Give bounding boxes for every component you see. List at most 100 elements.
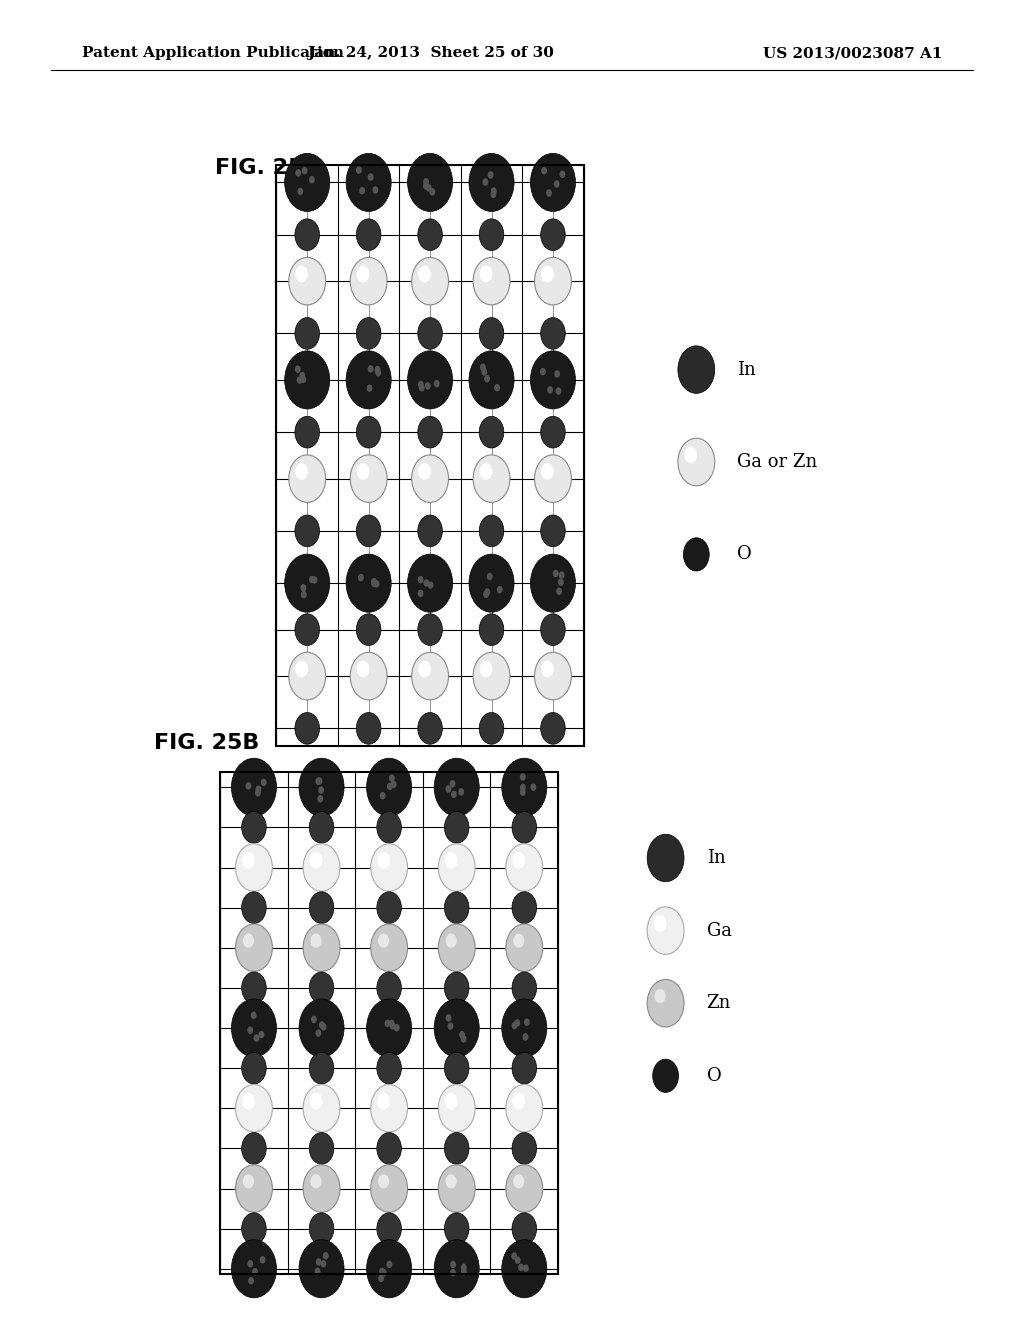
Circle shape	[236, 843, 272, 891]
Circle shape	[512, 812, 537, 843]
Circle shape	[377, 1052, 401, 1084]
Circle shape	[541, 416, 565, 447]
Text: O: O	[737, 545, 752, 564]
Circle shape	[513, 1175, 524, 1188]
Circle shape	[434, 1239, 479, 1298]
Circle shape	[309, 853, 323, 869]
Circle shape	[447, 1023, 454, 1030]
Circle shape	[423, 579, 429, 586]
Circle shape	[502, 1239, 547, 1298]
Circle shape	[541, 265, 554, 282]
Circle shape	[459, 788, 464, 796]
Circle shape	[535, 257, 571, 305]
Text: Zn: Zn	[707, 994, 731, 1012]
Circle shape	[251, 1011, 257, 1019]
Circle shape	[553, 570, 559, 577]
Circle shape	[502, 999, 547, 1057]
Circle shape	[303, 1164, 340, 1212]
Circle shape	[512, 1093, 525, 1109]
Circle shape	[377, 812, 401, 843]
Circle shape	[371, 924, 408, 972]
Circle shape	[484, 589, 490, 595]
Circle shape	[428, 581, 433, 589]
Circle shape	[444, 853, 458, 869]
Circle shape	[444, 1213, 469, 1245]
Circle shape	[297, 376, 302, 384]
Circle shape	[513, 933, 524, 948]
Circle shape	[379, 1267, 385, 1275]
Circle shape	[523, 1265, 528, 1272]
Circle shape	[295, 713, 319, 744]
Circle shape	[512, 1022, 517, 1030]
Circle shape	[309, 1133, 334, 1164]
Circle shape	[310, 933, 322, 948]
Circle shape	[381, 1269, 387, 1276]
Circle shape	[295, 416, 319, 447]
Circle shape	[309, 1052, 334, 1084]
Circle shape	[300, 583, 306, 591]
Circle shape	[248, 1027, 253, 1034]
Circle shape	[242, 853, 255, 869]
Circle shape	[317, 795, 324, 803]
Circle shape	[546, 189, 552, 197]
Circle shape	[445, 1175, 457, 1188]
Circle shape	[541, 713, 565, 744]
Circle shape	[511, 1253, 517, 1259]
Circle shape	[444, 1133, 469, 1164]
Circle shape	[384, 1019, 390, 1027]
Circle shape	[380, 792, 386, 800]
Circle shape	[389, 775, 395, 781]
Circle shape	[479, 614, 504, 645]
Circle shape	[356, 463, 370, 479]
Circle shape	[289, 455, 326, 503]
Circle shape	[375, 368, 381, 376]
Circle shape	[309, 1213, 334, 1245]
Circle shape	[514, 1019, 520, 1027]
Circle shape	[678, 438, 715, 486]
Circle shape	[530, 153, 575, 211]
Circle shape	[295, 515, 319, 546]
Circle shape	[479, 463, 493, 479]
Circle shape	[303, 924, 340, 972]
Circle shape	[438, 1164, 475, 1212]
Circle shape	[295, 169, 301, 177]
Circle shape	[368, 173, 374, 181]
Circle shape	[541, 463, 554, 479]
Circle shape	[315, 777, 322, 785]
Circle shape	[356, 660, 370, 677]
Circle shape	[254, 1035, 259, 1041]
Circle shape	[375, 366, 381, 374]
Circle shape	[542, 166, 547, 174]
Circle shape	[377, 1093, 390, 1109]
Circle shape	[547, 387, 553, 393]
Circle shape	[444, 1052, 469, 1084]
Circle shape	[289, 652, 326, 700]
Circle shape	[300, 376, 306, 383]
Circle shape	[479, 660, 493, 677]
Circle shape	[554, 181, 560, 187]
Circle shape	[297, 187, 303, 195]
Circle shape	[473, 652, 510, 700]
Circle shape	[479, 265, 493, 282]
Circle shape	[678, 346, 715, 393]
Circle shape	[429, 187, 435, 195]
Circle shape	[520, 788, 525, 796]
Circle shape	[506, 843, 543, 891]
Circle shape	[445, 1014, 452, 1022]
Circle shape	[418, 660, 431, 677]
Circle shape	[323, 1253, 329, 1259]
Circle shape	[469, 554, 514, 612]
Circle shape	[350, 455, 387, 503]
Circle shape	[418, 713, 442, 744]
Circle shape	[418, 590, 423, 597]
Circle shape	[285, 153, 330, 211]
Circle shape	[356, 713, 381, 744]
Circle shape	[418, 219, 442, 251]
Circle shape	[506, 1164, 543, 1212]
Circle shape	[356, 416, 381, 447]
Circle shape	[520, 784, 525, 791]
Circle shape	[371, 578, 377, 585]
Circle shape	[367, 758, 412, 816]
Text: O: O	[707, 1067, 721, 1085]
Circle shape	[310, 1175, 322, 1188]
